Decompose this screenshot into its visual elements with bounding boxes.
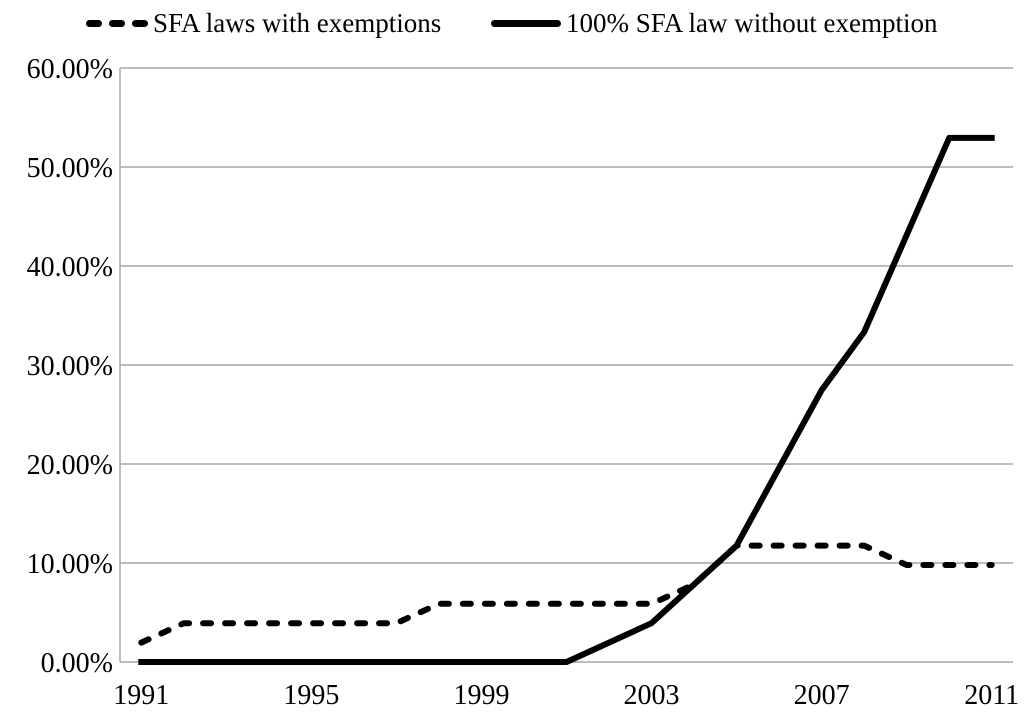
y-tick-label: 10.00% bbox=[27, 549, 113, 580]
x-tick-label: 2007 bbox=[794, 680, 850, 711]
y-tick-label: 30.00% bbox=[27, 351, 113, 382]
y-tick-label: 0.00% bbox=[41, 648, 113, 679]
y-tick-label: 40.00% bbox=[27, 252, 113, 283]
x-tick-label: 1995 bbox=[283, 680, 339, 711]
series-line-dashed bbox=[138, 542, 995, 646]
y-tick-label: 50.00% bbox=[27, 153, 113, 184]
series-line-solid bbox=[138, 134, 995, 665]
x-tick-label: 2011 bbox=[964, 680, 1019, 711]
y-tick-label: 60.00% bbox=[27, 54, 113, 85]
x-tick-label: 1991 bbox=[113, 680, 169, 711]
y-tick-label: 20.00% bbox=[27, 450, 113, 481]
x-tick-label: 2003 bbox=[624, 680, 680, 711]
x-tick-label: 1999 bbox=[454, 680, 510, 711]
